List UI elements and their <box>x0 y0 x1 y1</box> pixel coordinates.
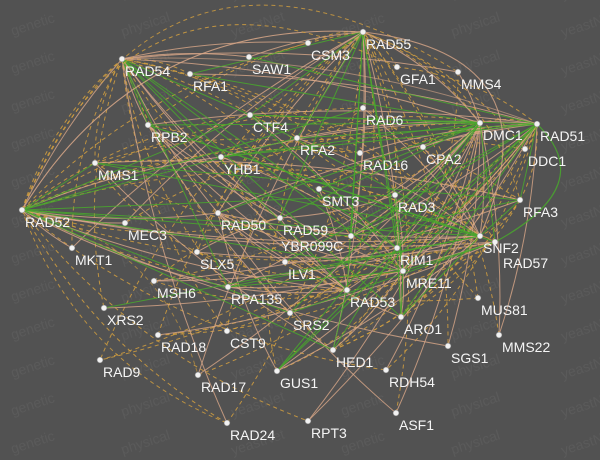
svg-text:MMS1: MMS1 <box>98 167 139 183</box>
svg-text:RAD53: RAD53 <box>350 294 395 310</box>
svg-text:RAD57: RAD57 <box>503 255 548 271</box>
svg-text:RAD6: RAD6 <box>366 112 404 128</box>
svg-text:RPA135: RPA135 <box>231 291 282 307</box>
svg-text:RAD16: RAD16 <box>363 157 408 173</box>
svg-text:RPB2: RPB2 <box>151 129 188 145</box>
svg-text:MSH6: MSH6 <box>157 285 196 301</box>
svg-text:RAD55: RAD55 <box>366 36 411 52</box>
svg-text:ILV1: ILV1 <box>288 266 316 282</box>
svg-text:GUS1: GUS1 <box>280 375 318 391</box>
svg-text:RAD18: RAD18 <box>161 339 206 355</box>
svg-text:SAW1: SAW1 <box>252 61 291 77</box>
svg-text:RAD3: RAD3 <box>398 199 436 215</box>
svg-text:RIM1: RIM1 <box>400 252 434 268</box>
svg-text:XRS2: XRS2 <box>107 312 144 328</box>
svg-text:ASF1: ASF1 <box>399 417 434 433</box>
svg-text:RAD51: RAD51 <box>540 128 585 144</box>
svg-text:RAD50: RAD50 <box>221 217 266 233</box>
svg-text:SGS1: SGS1 <box>451 350 489 366</box>
svg-text:RDH54: RDH54 <box>389 374 435 390</box>
svg-text:CTF4: CTF4 <box>253 119 288 135</box>
svg-text:RPT3: RPT3 <box>311 425 347 441</box>
svg-text:RFA1: RFA1 <box>193 78 228 94</box>
svg-text:MMS4: MMS4 <box>461 76 502 92</box>
svg-text:YBR099C: YBR099C <box>281 238 343 254</box>
svg-text:RAD59: RAD59 <box>283 222 328 238</box>
svg-text:SRS2: SRS2 <box>293 317 330 333</box>
svg-text:CPA2: CPA2 <box>426 151 462 167</box>
svg-text:CSM3: CSM3 <box>311 47 350 63</box>
svg-text:RAD52: RAD52 <box>25 214 70 230</box>
svg-text:RAD24: RAD24 <box>230 427 275 443</box>
svg-text:ARO1: ARO1 <box>404 321 442 337</box>
svg-text:DDC1: DDC1 <box>528 153 566 169</box>
svg-text:RFA2: RFA2 <box>300 142 335 158</box>
svg-text:SMT3: SMT3 <box>322 193 360 209</box>
svg-text:MKT1: MKT1 <box>75 252 113 268</box>
svg-text:RFA3: RFA3 <box>523 204 558 220</box>
svg-text:CST9: CST9 <box>230 335 266 351</box>
svg-text:MMS22: MMS22 <box>502 339 550 355</box>
svg-text:MUS81: MUS81 <box>481 302 528 318</box>
svg-text:RAD54: RAD54 <box>125 63 170 79</box>
svg-text:RAD17: RAD17 <box>201 379 246 395</box>
svg-text:SNF2: SNF2 <box>483 240 519 256</box>
svg-text:MRE11: MRE11 <box>406 275 452 291</box>
svg-text:DMC1: DMC1 <box>483 127 523 143</box>
svg-text:MEC3: MEC3 <box>128 227 167 243</box>
svg-text:SLX5: SLX5 <box>200 256 234 272</box>
svg-text:RAD9: RAD9 <box>103 364 141 380</box>
svg-text:HED1: HED1 <box>336 354 374 370</box>
svg-text:YHB1: YHB1 <box>224 161 261 177</box>
svg-text:GFA1: GFA1 <box>400 71 436 87</box>
